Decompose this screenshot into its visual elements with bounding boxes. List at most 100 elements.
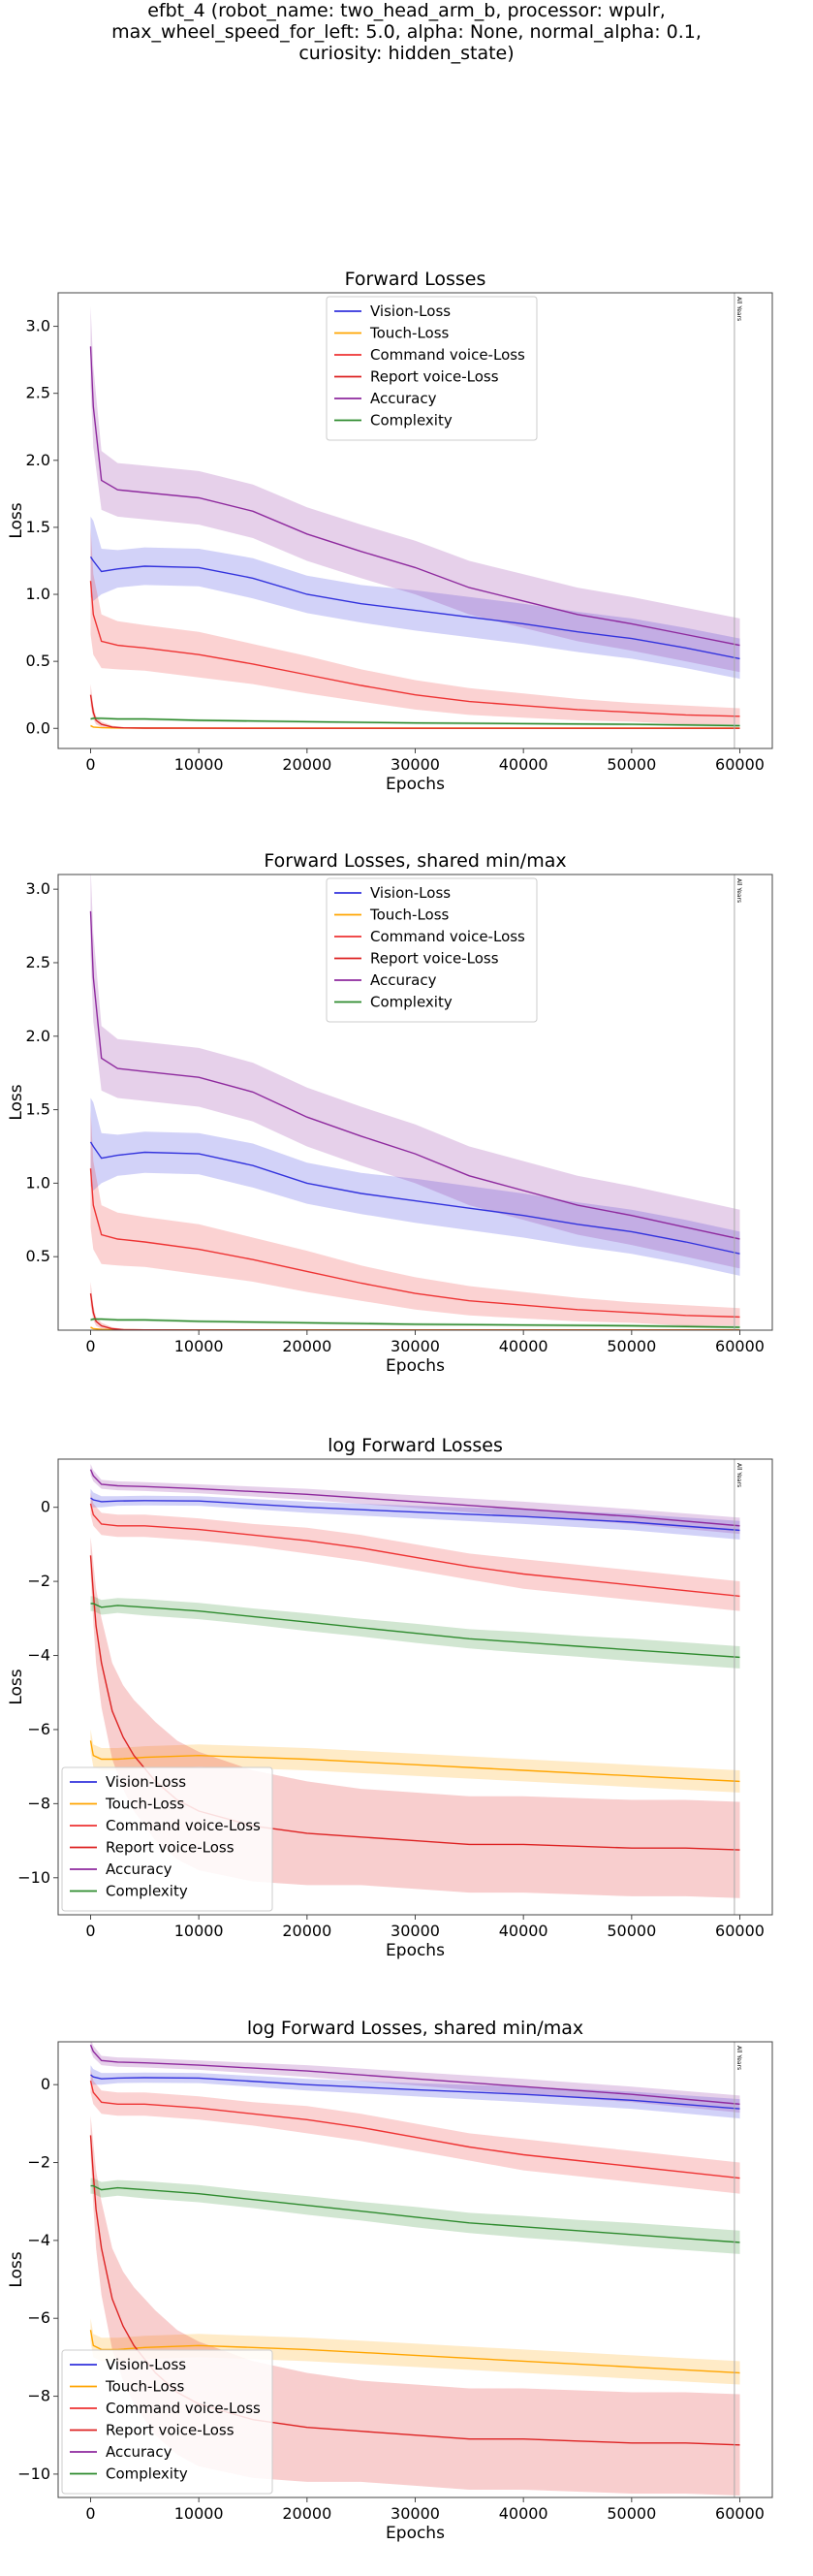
legend-label-report-voice-loss: Report voice-Loss: [106, 2422, 235, 2439]
chart-title: log Forward Losses: [328, 1435, 503, 1456]
legend-label-report-voice-loss: Report voice-Loss: [370, 368, 499, 386]
y-tick-label: 2.0: [26, 451, 50, 469]
line-vision-loss: [89, 556, 740, 660]
line-command-voice-loss: [89, 1168, 740, 1319]
x-axis-label: Epochs: [386, 1356, 445, 1376]
y-tick-label: 2.0: [26, 1027, 50, 1045]
band-command-voice-loss: [90, 1492, 740, 1611]
chart-forward-losses-shared: Forward Losses, shared min/max All Years 0…: [7, 850, 773, 1376]
x-tick-label: 10000: [174, 1922, 224, 1940]
line-command-voice-loss: [89, 1503, 740, 1598]
y-tick-label: 0.0: [26, 718, 50, 737]
suptitle-line-2: max_wheel_speed_for_left: 5.0, alpha: No…: [111, 21, 702, 43]
x-axis-label: Epochs: [386, 1941, 445, 1960]
y-tick-label: 1.0: [26, 1173, 50, 1192]
chart-title: Forward Losses: [345, 269, 486, 290]
x-tick-label: 50000: [607, 2504, 656, 2523]
x-axis-label: Epochs: [386, 2524, 445, 2543]
y-axis-label: Loss: [7, 2251, 26, 2287]
band-vision-loss: [90, 2065, 740, 2119]
band-command-voice-loss: [90, 1109, 740, 1326]
band-complexity: [90, 2178, 740, 2254]
x-tick-label: 20000: [282, 1922, 331, 1940]
x-tick-label: 60000: [715, 2504, 765, 2523]
y-tick-label: 2.5: [26, 384, 50, 402]
line-accuracy: [89, 910, 740, 1240]
chart-log-forward-losses-shared: log Forward Losses, shared min/max All Ye…: [7, 2018, 773, 2543]
band-accuracy: [90, 875, 740, 1269]
y-tick-label: 2.5: [26, 953, 50, 971]
x-tick-label: 0: [85, 1337, 95, 1355]
x-tick-label: 50000: [607, 1337, 656, 1355]
legend: Vision-Loss Touch-Loss Command voice-Loss R…: [326, 296, 538, 441]
legend-label-vision-loss: Vision-Loss: [106, 1773, 186, 1791]
legend: Vision-Loss Touch-Loss Command voice-Loss R…: [326, 877, 538, 1023]
line-touch-loss: [89, 2330, 740, 2374]
x-tick-label: 50000: [607, 755, 656, 774]
legend-box: [326, 877, 538, 1023]
x-tick-label: 30000: [391, 2504, 440, 2523]
legend-label-complexity: Complexity: [106, 1883, 188, 1900]
legend-label-accuracy: Accuracy: [370, 971, 437, 989]
line-complexity: [90, 1318, 740, 1328]
band-accuracy: [90, 1464, 740, 1535]
vline-label: All Years: [735, 297, 742, 321]
y-tick-label: −4: [27, 2231, 50, 2249]
line-complexity: [90, 1603, 740, 1659]
legend-label-accuracy: Accuracy: [106, 1860, 172, 1878]
band-vision-loss: [90, 1097, 740, 1276]
y-tick-label: −6: [27, 2308, 50, 2327]
legend-label-command-voice-loss: Command voice-Loss: [106, 2400, 261, 2417]
legend-label-touch-loss: Touch-Loss: [369, 325, 450, 342]
line-command-voice-loss: [89, 581, 740, 717]
legend: Vision-Loss Touch-Loss Command voice-Loss R…: [61, 1766, 273, 1912]
suptitle-line-3: curiosity: hidden_state): [298, 43, 515, 64]
line-complexity: [90, 2184, 740, 2243]
x-tick-label: 40000: [499, 1922, 548, 1940]
legend-label-touch-loss: Touch-Loss: [369, 906, 450, 924]
legend-label-vision-loss: Vision-Loss: [106, 2356, 186, 2373]
legend-box: [61, 2349, 273, 2495]
legend-box: [326, 296, 538, 441]
legend-label-report-voice-loss: Report voice-Loss: [106, 1839, 235, 1857]
legend-label-complexity: Complexity: [370, 994, 453, 1011]
line-report-voice-loss: [89, 694, 740, 729]
vline-label: All Years: [735, 878, 742, 903]
y-tick-label: −2: [27, 2153, 50, 2172]
legend-label-accuracy: Accuracy: [370, 390, 437, 407]
legend-box: [61, 1766, 273, 1912]
vline-label: All Years: [735, 2046, 742, 2070]
y-tick-label: 0.5: [26, 652, 50, 670]
y-tick-label: 1.5: [26, 1100, 50, 1119]
legend: Vision-Loss Touch-Loss Command voice-Loss R…: [61, 2349, 273, 2495]
y-tick-label: 0.5: [26, 1247, 50, 1265]
legend-label-touch-loss: Touch-Loss: [105, 2378, 185, 2396]
x-tick-label: 20000: [282, 1337, 331, 1355]
legend-label-vision-loss: Vision-Loss: [370, 302, 451, 320]
x-tick-label: 30000: [391, 755, 440, 774]
x-tick-label: 10000: [174, 755, 224, 774]
chart-forward-losses: Forward Losses All Years 0 10000 20000 30000 4…: [7, 269, 773, 794]
line-accuracy: [89, 346, 740, 647]
y-tick-label: −8: [27, 1794, 50, 1812]
band-touch-loss: [90, 1729, 740, 1793]
y-tick-label: −8: [27, 2387, 50, 2405]
y-tick-label: −6: [27, 1720, 50, 1738]
legend-label-complexity: Complexity: [370, 412, 453, 429]
x-tick-label: 10000: [174, 1337, 224, 1355]
line-vision-loss: [90, 2074, 740, 2110]
chart-title: log Forward Losses, shared min/max: [247, 2018, 583, 2039]
band-accuracy: [90, 305, 740, 673]
band-vision-loss: [90, 516, 740, 680]
x-tick-label: 40000: [499, 2504, 548, 2523]
line-vision-loss: [90, 1497, 740, 1532]
legend-label-command-voice-loss: Command voice-Loss: [106, 1817, 261, 1834]
x-tick-label: 0: [85, 755, 95, 774]
chart-log-forward-losses: log Forward Losses All Years 0 10000 20000 30…: [7, 1435, 773, 1960]
legend-label-command-voice-loss: Command voice-Loss: [370, 346, 525, 364]
x-tick-label: 10000: [174, 2504, 224, 2523]
line-accuracy: [89, 2044, 740, 2105]
legend-label-report-voice-loss: Report voice-Loss: [370, 950, 499, 968]
x-tick-label: 60000: [715, 1922, 765, 1940]
legend-label-touch-loss: Touch-Loss: [105, 1796, 185, 1813]
